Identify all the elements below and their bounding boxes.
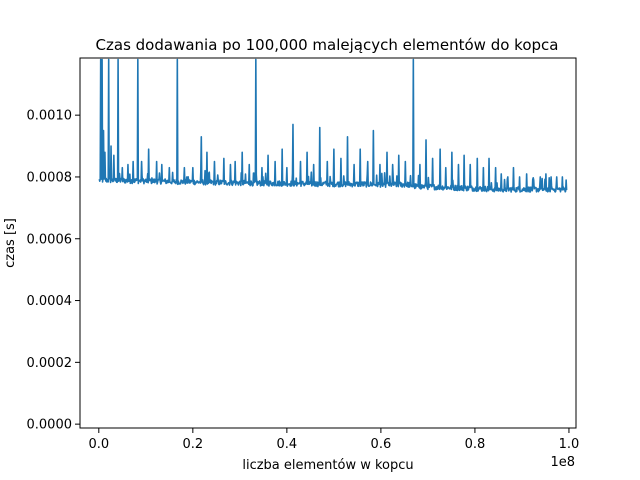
y-axis-label: czas [s]	[3, 218, 18, 268]
y-tick-label: 0.0010	[27, 109, 73, 124]
plot-area	[80, 58, 576, 428]
x-tick-label: 0.2	[182, 437, 203, 452]
y-tick-label: 0.0004	[27, 294, 73, 309]
x-tick-label: 1.0	[559, 437, 580, 452]
x-tick-label: 0.0	[88, 437, 109, 452]
x-axis: 0.0 0.2 0.4 0.6 0.8 1.0	[88, 428, 579, 452]
x-axis-label: liczba elementów w kopcu	[242, 458, 413, 473]
y-tick-label: 0.0002	[27, 356, 73, 371]
x-tick-label: 0.8	[465, 437, 486, 452]
y-tick-label: 0.0008	[27, 170, 73, 185]
chart-title: Czas dodawania po 100,000 malejących ele…	[96, 36, 559, 54]
y-tick-label: 0.0006	[27, 232, 73, 247]
y-axis: 0.0000 0.0002 0.0004 0.0006 0.0008 0.0010	[27, 109, 80, 433]
x-tick-label: 0.4	[277, 437, 298, 452]
series-line	[98, 58, 568, 193]
x-axis-offset-label: 1e8	[550, 455, 575, 470]
plot-frame	[79, 57, 577, 429]
series-group	[98, 58, 568, 193]
y-tick-label: 0.0000	[27, 418, 73, 433]
x-tick-label: 0.6	[371, 437, 392, 452]
